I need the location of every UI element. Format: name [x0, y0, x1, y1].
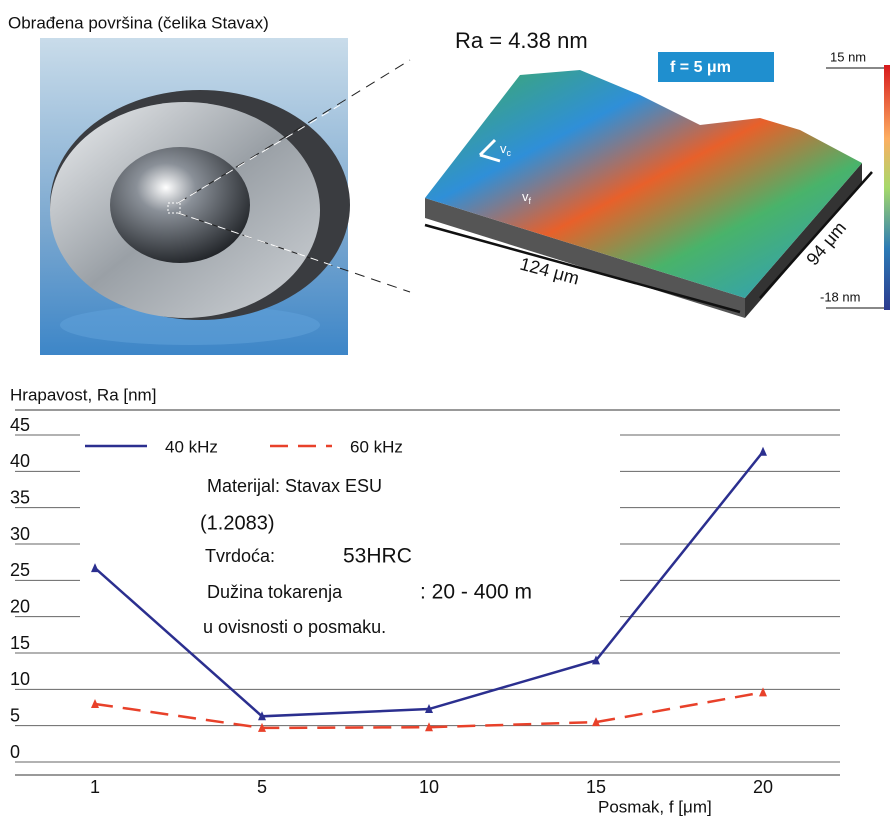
ra-label: Ra = 4.38 nm [455, 28, 588, 53]
feed-label: f = 5 μm [670, 59, 731, 76]
feed-badge [658, 52, 774, 82]
dimension-arrow [759, 171, 873, 299]
point-marker [91, 698, 99, 708]
annotation: (1.2083) [200, 512, 275, 534]
color-bar [884, 65, 890, 310]
surface [425, 70, 862, 318]
x-axis-title: Posmak, f [μm] [598, 797, 712, 816]
scale-label: 15 nm [830, 49, 866, 64]
vc-label: vc [500, 141, 512, 158]
annotation: 53HRC [343, 545, 412, 568]
zoom-line [177, 212, 411, 293]
point-marker [759, 446, 767, 456]
y-tick-label: 35 [10, 487, 30, 507]
y-tick-label: 10 [10, 669, 30, 689]
vf-label: vf [522, 189, 532, 206]
x-tick-label: 20 [753, 777, 773, 797]
annotation: Tvrdoća: [205, 546, 275, 566]
photo [40, 38, 350, 355]
point-marker [425, 722, 433, 732]
photo-caption: Obrađena površina (čelika Stavax) [8, 13, 269, 32]
x-tick-label: 5 [257, 777, 267, 797]
y-tick-label: 40 [10, 451, 30, 471]
y-tick-label: 15 [10, 633, 30, 653]
y-tick-label: 45 [10, 415, 30, 435]
y-axis-title: Hrapavost, Ra [nm] [10, 385, 156, 404]
y-tick-label: 20 [10, 596, 30, 616]
y-tick-label: 5 [10, 705, 20, 725]
y-tick-label: 25 [10, 560, 30, 580]
zoom-line [177, 212, 341, 269]
point-marker [592, 717, 600, 727]
legend-label: 40 kHz [165, 437, 218, 456]
y-tick-label: 30 [10, 524, 30, 544]
zoom-line [177, 104, 341, 204]
legend-label: 60 kHz [350, 437, 403, 456]
x-tick-label: 10 [419, 777, 439, 797]
annotation: Materijal: Stavax ESU [207, 476, 382, 496]
point-marker [759, 687, 767, 697]
x-tick-label: 1 [90, 777, 100, 797]
point-marker [258, 722, 266, 732]
point-marker [592, 655, 600, 665]
point-marker [91, 563, 99, 573]
scale-label: -18 nm [820, 289, 860, 304]
annotation: : 20 - 400 m [420, 581, 532, 604]
annotation: Dužina tokarenja [207, 582, 343, 602]
x-tick-label: 15 [586, 777, 606, 797]
y-tick-label: 0 [10, 742, 20, 762]
zoom-line [177, 59, 411, 204]
point-marker [258, 711, 266, 721]
point-marker [425, 704, 433, 714]
series-line [94, 691, 764, 730]
annotation: u ovisnosti o posmaku. [203, 617, 386, 637]
dimension-arrow [424, 223, 741, 314]
annotation-bg [190, 428, 620, 640]
